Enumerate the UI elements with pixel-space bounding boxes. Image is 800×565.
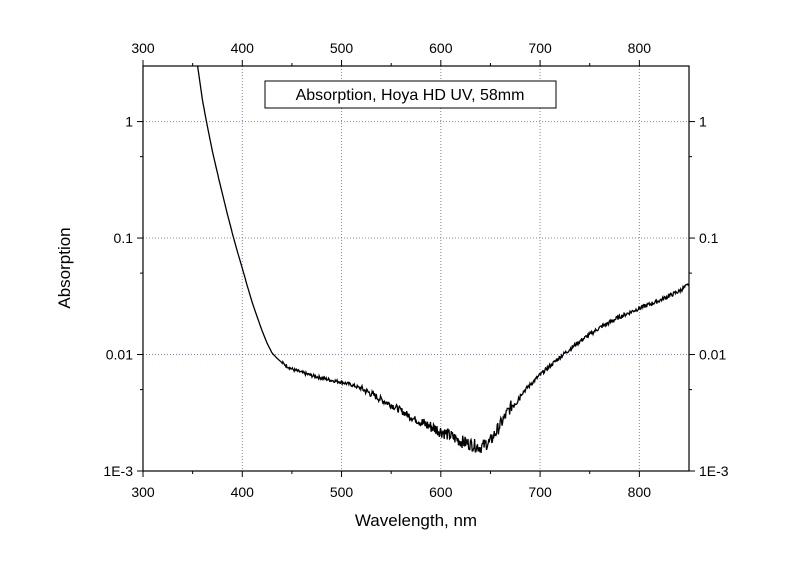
x-tick-label-bottom: 400 <box>231 484 255 500</box>
grid-lines <box>143 66 689 471</box>
legend-label: Absorption, Hoya HD UV, 58mm <box>296 87 525 104</box>
x-tick-label-bottom: 700 <box>528 484 552 500</box>
axis-ticks <box>137 60 695 477</box>
tick-labels: 300 300 400 400 500 500 600 600 700 700 800 800 1E-3… <box>103 40 728 500</box>
legend-frame <box>264 80 557 109</box>
legend-box: Absorption, Hoya HD UV, 58mm <box>264 80 557 109</box>
y-tick-label-right: 0.01 <box>699 347 726 363</box>
x-tick-label-top: 800 <box>628 40 652 56</box>
x-tick-label-bottom: 500 <box>330 484 354 500</box>
x-tick-label-bottom: 600 <box>429 484 453 500</box>
x-tick-label-top: 600 <box>429 40 453 56</box>
y-tick-label-left: 0.01 <box>106 347 133 363</box>
y-tick-label-left: 1 <box>125 114 133 130</box>
y-axis-title: Absorption <box>55 227 74 308</box>
y-tick-label-right: 0.1 <box>699 230 719 246</box>
y-tick-label-right: 1E-3 <box>699 463 729 479</box>
x-tick-label-top: 500 <box>330 40 354 56</box>
y-tick-label-right: 1 <box>699 114 707 130</box>
y-tick-label-left: 0.1 <box>114 230 134 246</box>
x-tick-label-top: 300 <box>131 40 155 56</box>
x-tick-label-bottom: 300 <box>131 484 155 500</box>
x-tick-label-top: 700 <box>528 40 552 56</box>
x-axis-title: Wavelength, nm <box>355 511 477 530</box>
absorption-series-line <box>196 65 690 453</box>
x-tick-label-bottom: 800 <box>628 484 652 500</box>
x-tick-label-top: 400 <box>231 40 255 56</box>
plot-frame <box>142 65 690 472</box>
y-tick-label-left: 1E-3 <box>103 463 133 479</box>
